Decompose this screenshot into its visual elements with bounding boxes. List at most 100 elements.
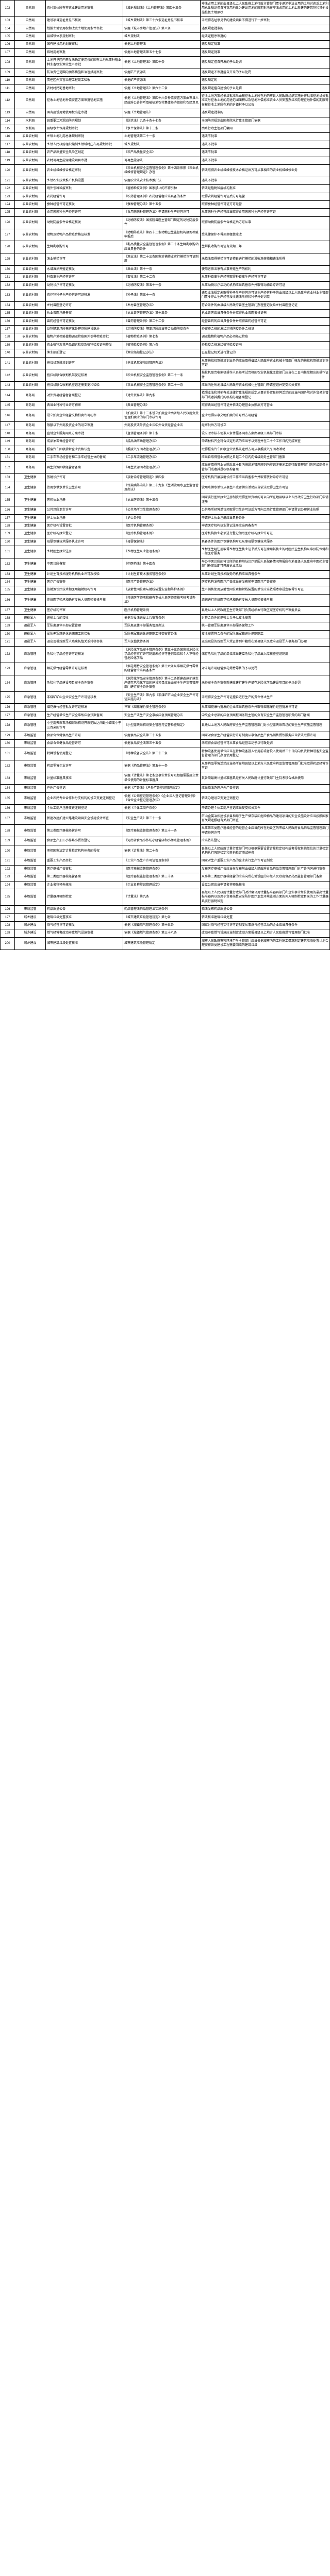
- table-row: 116农业农村局乡镇土地利用总体规划审批土地管理法第二十一条违法不批准: [1, 133, 330, 141]
- table-cell: 《护士条例》: [123, 514, 201, 522]
- table-row: 110自然局责任区外灾害治理工程竣工验收依据矿产资源法违反规定的: [1, 77, 330, 84]
- table-row: 160卫生健康母婴保健技术服务执业许可《母婴保健法》具备条件的医疗保健机构可以从…: [1, 538, 330, 546]
- table-row: 173应急管理烟花爆竹经营零售许可证核发《烟花爆竹安全管理条例》第十六条从事烟花…: [1, 663, 330, 675]
- table-cell: 农业农村局: [15, 141, 46, 148]
- table-cell: 动物及动物产品检疫合格证核发: [46, 229, 123, 241]
- table-cell: 《城乡规划法》《土地管理法》第四十三条: [123, 1, 201, 17]
- table-cell: 《河南省食品小作坊小经营店和小摊点管理条例》: [123, 837, 201, 845]
- table-cell: 土地开垦区内开发未确定使用权的国有土地从事种植业林业畜牧业渔业生产审批: [46, 57, 123, 69]
- table-cell: 《医疗机构管理条例》: [123, 530, 201, 538]
- table-cell: 《食用菌菌种管理办法》申请菌种生产经营许可: [123, 209, 201, 216]
- table-cell: 改动市政燃气设施应当制定改动方案报县级以上地方人民政府燃气管理部门批准: [201, 929, 330, 937]
- table-cell: 126: [1, 216, 15, 229]
- table-cell: 限额以下外商投资企业的设立审批: [46, 422, 123, 430]
- table-row: 182市场监管药品零售企业许可依据《药品管理法》第五十一条从事药品零售活动应当经…: [1, 760, 330, 772]
- table-cell: 农业农村局: [15, 177, 46, 184]
- table-cell: 二手车市场经营者和二手车经营主体的备案: [46, 454, 123, 462]
- table-cell: 军队离退休干部安置管理: [46, 622, 123, 630]
- table-cell: 自然局: [15, 57, 46, 69]
- table-cell: 农业植物及其产品调运检疫及植物检疫证书签发: [46, 341, 123, 349]
- table-cell: 依据土地管理法: [123, 41, 201, 48]
- table-cell: 《危险化学品安全管理条例》第十二条新建改建扩建生产储存危险化学品的建设项目应当由…: [123, 675, 201, 691]
- table-cell: 计量器具强制检定: [46, 889, 123, 906]
- table-cell: 医疗广告审查: [46, 579, 123, 586]
- table-cell: 农业农村局: [15, 369, 46, 382]
- table-cell: 141: [1, 357, 15, 369]
- table-cell: 农业农村局: [15, 317, 46, 325]
- table-cell: 乡镇农业技术推广机构设置: [46, 177, 123, 184]
- table-cell: 国家对燃气经营实行许可证制度从事燃气经营活动的企业应当具备条件: [201, 921, 330, 929]
- table-cell: 城乡建设: [15, 921, 46, 929]
- table-cell: 188: [1, 825, 15, 837]
- table-cell: 依据《城镇燃气管理条例》第三十八条: [123, 929, 201, 937]
- table-cell: 166: [1, 594, 15, 606]
- table-cell: 自然局: [15, 84, 46, 92]
- table-cell: 农业农村局: [15, 333, 46, 341]
- table-cell: 县级以上人民政府计量行政部门可以根据需要设置计量检定机构或者授权其他单位的计量检…: [201, 845, 330, 857]
- table-cell: 安全生产法生产安全事故应急预案管理办法: [123, 711, 201, 719]
- table-row: 146商务局设立拍卖企业经营文物拍卖许可初审《拍卖法》第十二条设立拍卖企业由省级…: [1, 410, 330, 422]
- table-cell: 应急管理: [15, 691, 46, 704]
- table-cell: 143: [1, 382, 15, 389]
- table-cell: 依法经植物检疫机构批准: [201, 185, 330, 193]
- table-row: 108自然局土地开垦区内开发未确定使用权的国有土地从事种植业林业畜牧业渔业生产审…: [1, 57, 330, 69]
- table-cell: 第三类医疗器械经营许可: [46, 825, 123, 837]
- table-cell: 水利局: [15, 117, 46, 125]
- table-row: 107自然局临时用地审批依据土地管理法第五十七条违反规定批准: [1, 48, 330, 56]
- table-cell: 148: [1, 430, 15, 437]
- table-row: 142农业农村局拖拉机联合收割机驾驶证核发《农业机械安全监督管理条例》第二十一条…: [1, 369, 330, 382]
- table-cell: 市场监管: [15, 825, 46, 837]
- table-cell: 依据《个体工商户条例》: [123, 805, 201, 812]
- table-cell: 104: [1, 25, 15, 32]
- table-cell: 申请办理个体工商户登记应当提交相关文件: [201, 805, 330, 812]
- table-cell: 《医疗器械监督管理条例》第三十一条: [123, 825, 201, 837]
- table-cell: 县级以上人民政府计量行政部门对社会公用计量标准器具部门和企业事业单位使用的最高计…: [201, 889, 330, 906]
- table-cell: 企业农民专业合作社分支机构的设立变更注销登记: [46, 792, 123, 805]
- table-cell: 农村村民宅基地审批: [46, 84, 123, 92]
- table-cell: 种畜禽生产经营许可: [46, 274, 123, 281]
- table-cell: 渔业船舶登记: [46, 349, 123, 357]
- table-cell: 129: [1, 253, 15, 266]
- table-cell: 评审《烟花爆竹安全管理条例》: [123, 704, 201, 711]
- table-cell: 违法不批准: [201, 177, 330, 184]
- table-cell: 185: [1, 792, 15, 805]
- table-cell: 从事拖拉机驾驶培训业务的应当取得省级人民政府农业机械主管部门核发的拖拉机驾驶培训…: [201, 357, 330, 369]
- table-cell: 烟花爆竹经营批发许可证核发: [46, 704, 123, 711]
- table-cell: 危险化学品建设项目安全条件审查: [46, 675, 123, 691]
- table-cell: 《报废汽车回收管理办法》: [123, 446, 201, 453]
- table-cell: 市场监管: [15, 748, 46, 760]
- table-row: 158卫生健康医疗机构设置审批《医疗机构管理条例》申请医疗机构执业登记注册应当具…: [1, 522, 330, 530]
- table-cell: 131: [1, 274, 15, 281]
- table-cell: 153: [1, 474, 15, 482]
- table-row: 157卫生健康护士执业注册《护士条例》申请护士执业注册应当具备条件: [1, 514, 330, 522]
- table-cell: 162: [1, 558, 15, 570]
- table-cell: 卫生健康: [15, 594, 46, 606]
- table-cell: 市场监管: [15, 889, 46, 906]
- table-cell: 成品油零售经营许可: [46, 438, 123, 446]
- table-cell: 农业农村局: [15, 185, 46, 193]
- table-cell: 183: [1, 772, 15, 785]
- table-cell: 《城乡规划法》第三十六条选址意见书核准: [123, 17, 201, 25]
- table-cell: 157: [1, 514, 15, 522]
- table-cell: 197: [1, 913, 15, 921]
- table-cell: 从事药品零售活动应当经所在地县级以上地方人民政府药品监督管理部门批准取得药品经营…: [201, 760, 330, 772]
- table-cell: 190: [1, 845, 15, 857]
- table-cell: 乡镇人民政府组织编制乡镇域村庄布局规划审批: [46, 141, 123, 148]
- table-cell: 取得报废汽车回收企业资格认定后方可从事报废汽车回收活动: [201, 446, 330, 453]
- table-row: 162卫生健康中医诊所备案《中医药法》第十四条举办中医诊所的将诊所的名称地址诊疗…: [1, 558, 330, 570]
- table-cell: 商务局: [15, 446, 46, 453]
- table-cell: 征收土地方案经依法批准后由被征收土地所在地的市县人民政府组织实施并将批准征地机关…: [201, 93, 330, 109]
- table-cell: 农业农村局: [15, 157, 46, 164]
- table-cell: 卫生健康: [15, 546, 46, 558]
- table-cell: 卫生健康: [15, 530, 46, 538]
- table-cell: 《农业机械安全监督管理条例》第十四条依照《农业机械维修管理规定》办理: [123, 164, 201, 177]
- table-cell: 经审批后方可设立: [201, 422, 330, 430]
- table-row: 197城乡建设建筑垃圾处置核准《城市建筑垃圾管理规定》第七条依法核准建筑垃圾处置: [1, 913, 330, 921]
- table-cell: 152: [1, 462, 15, 474]
- table-cell: 《工业产品生产许可证管理条例》: [123, 857, 201, 865]
- table-cell: 178: [1, 720, 15, 732]
- table-cell: 《再生资源回收管理办法》: [123, 462, 201, 474]
- table-cell: 军队无军籍退休退职职工的接收: [46, 630, 123, 638]
- table-cell: 132: [1, 281, 15, 289]
- table-cell: 小型露天采石场相邻采石场开采范围之间最小距离小于三百米的许可: [46, 720, 123, 732]
